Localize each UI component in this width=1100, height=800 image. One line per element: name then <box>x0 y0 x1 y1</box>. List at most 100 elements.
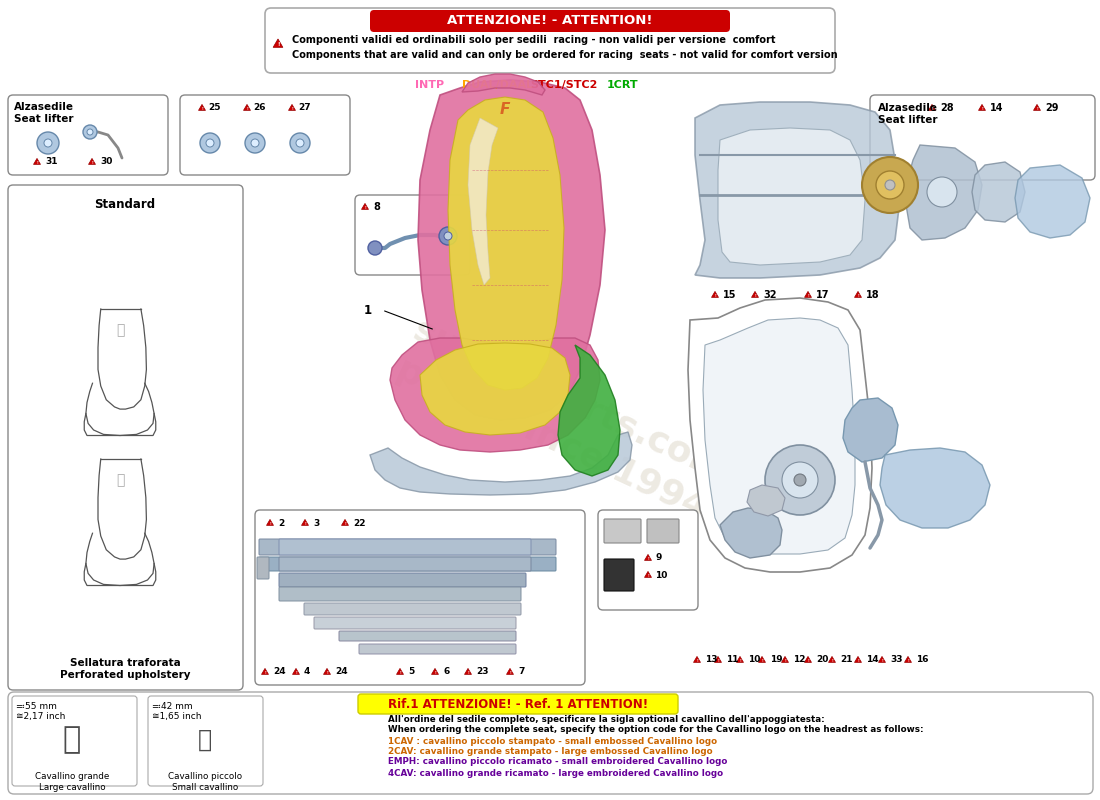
Text: 7: 7 <box>518 667 525 677</box>
FancyBboxPatch shape <box>279 539 531 555</box>
FancyBboxPatch shape <box>355 195 470 275</box>
Text: !: ! <box>755 294 756 298</box>
Text: 11: 11 <box>726 655 738 665</box>
FancyBboxPatch shape <box>304 603 521 615</box>
Text: !: ! <box>344 522 345 526</box>
Polygon shape <box>243 104 251 110</box>
Text: Standard: Standard <box>95 198 155 211</box>
Polygon shape <box>737 656 744 662</box>
Polygon shape <box>464 668 472 674</box>
Text: 14: 14 <box>990 103 1003 113</box>
Text: !: ! <box>91 161 92 165</box>
Text: 🐴: 🐴 <box>198 728 212 752</box>
Circle shape <box>87 129 94 135</box>
Text: All'ordine del sedile completo, specificare la sigla optional cavallino dell'app: All'ordine del sedile completo, specific… <box>388 715 825 725</box>
Text: 23: 23 <box>476 667 488 677</box>
Text: !: ! <box>857 294 859 298</box>
FancyBboxPatch shape <box>255 510 585 685</box>
FancyBboxPatch shape <box>279 573 526 587</box>
Text: 1CAV : cavallino piccolo stampato - small embossed Cavallino logo: 1CAV : cavallino piccolo stampato - smal… <box>388 738 717 746</box>
Polygon shape <box>718 128 865 265</box>
Polygon shape <box>695 102 900 278</box>
Text: Alzasedile
Seat lifter: Alzasedile Seat lifter <box>878 103 938 125</box>
Text: DUAL/DAAL: DUAL/DAAL <box>462 80 534 90</box>
Text: ATTENZIONE! - ATTENTION!: ATTENZIONE! - ATTENTION! <box>448 14 652 27</box>
Text: 29: 29 <box>1045 103 1058 113</box>
Text: 10: 10 <box>748 655 760 665</box>
Polygon shape <box>879 656 886 662</box>
Circle shape <box>862 157 918 213</box>
Text: 14: 14 <box>866 655 879 665</box>
Text: !: ! <box>264 670 266 674</box>
Polygon shape <box>804 291 812 298</box>
Text: 32: 32 <box>763 290 777 300</box>
Text: 31: 31 <box>45 158 57 166</box>
FancyBboxPatch shape <box>148 696 263 786</box>
Text: ≕42 mm
≅1,65 inch: ≕42 mm ≅1,65 inch <box>152 702 201 722</box>
Text: Cavallino grande
Large cavallino: Cavallino grande Large cavallino <box>35 772 109 792</box>
FancyBboxPatch shape <box>8 95 168 175</box>
Text: !: ! <box>784 658 785 662</box>
Polygon shape <box>558 345 620 476</box>
Circle shape <box>927 177 957 207</box>
FancyBboxPatch shape <box>359 644 516 654</box>
Polygon shape <box>1015 165 1090 238</box>
Polygon shape <box>715 656 722 662</box>
Polygon shape <box>468 118 498 285</box>
FancyBboxPatch shape <box>265 8 835 73</box>
FancyBboxPatch shape <box>604 519 641 543</box>
Text: 28: 28 <box>940 103 954 113</box>
Text: !: ! <box>739 658 741 662</box>
Polygon shape <box>712 291 718 298</box>
Polygon shape <box>33 158 41 164</box>
Polygon shape <box>88 158 96 164</box>
Text: 24: 24 <box>273 667 286 677</box>
Text: 1: 1 <box>364 303 372 317</box>
FancyBboxPatch shape <box>8 185 243 690</box>
Polygon shape <box>262 668 268 674</box>
Polygon shape <box>506 668 514 674</box>
Circle shape <box>82 125 97 139</box>
Text: !: ! <box>807 294 808 298</box>
Polygon shape <box>928 104 935 110</box>
Circle shape <box>251 139 258 147</box>
Text: !: ! <box>295 670 297 674</box>
Polygon shape <box>418 80 605 420</box>
Text: Alzasedile
Seat lifter: Alzasedile Seat lifter <box>14 102 74 123</box>
Text: !: ! <box>881 658 883 662</box>
Polygon shape <box>288 104 296 110</box>
Polygon shape <box>688 298 872 572</box>
Polygon shape <box>979 104 986 110</box>
Text: 27: 27 <box>298 103 310 113</box>
Text: !: ! <box>647 557 649 561</box>
Polygon shape <box>781 656 789 662</box>
Text: !: ! <box>832 658 833 662</box>
Text: 13: 13 <box>705 655 717 665</box>
Polygon shape <box>843 398 898 462</box>
Polygon shape <box>362 203 369 210</box>
Text: !: ! <box>696 658 697 662</box>
Text: Componenti validi ed ordinabili solo per sedili  racing - non validi per version: Componenti validi ed ordinabili solo per… <box>292 35 776 45</box>
Circle shape <box>886 180 895 190</box>
Polygon shape <box>804 656 812 662</box>
Polygon shape <box>1034 104 1041 110</box>
FancyBboxPatch shape <box>870 95 1094 180</box>
Text: 17: 17 <box>816 290 829 300</box>
Text: !: ! <box>807 658 808 662</box>
Polygon shape <box>855 656 861 662</box>
FancyBboxPatch shape <box>370 10 730 32</box>
FancyBboxPatch shape <box>604 559 634 591</box>
Circle shape <box>206 139 214 147</box>
Circle shape <box>368 241 382 255</box>
Circle shape <box>764 445 835 515</box>
Text: 2CAV: cavallino grande stampato - large embossed Cavallino logo: 2CAV: cavallino grande stampato - large … <box>388 747 713 757</box>
Text: !: ! <box>717 658 719 662</box>
Polygon shape <box>906 145 982 240</box>
Text: !: ! <box>931 106 933 110</box>
Text: !: ! <box>292 106 293 110</box>
Polygon shape <box>645 571 651 578</box>
Text: 2: 2 <box>278 518 284 527</box>
Text: 20: 20 <box>816 655 828 665</box>
Circle shape <box>876 171 904 199</box>
FancyBboxPatch shape <box>598 510 698 610</box>
